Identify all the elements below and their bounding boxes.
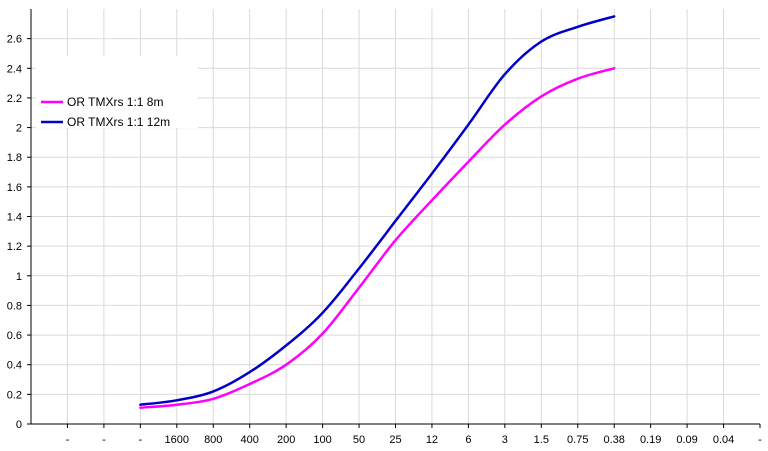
x-tick-label: -: [102, 434, 106, 446]
x-tick-label: 0.75: [567, 434, 588, 446]
x-tick-label: -: [66, 434, 70, 446]
x-tick-label: 800: [204, 434, 222, 446]
x-tick-labels: - - - 1600 800 400 200 100 50 25 12 6 3 1.5 0.75 0.38 0.…: [66, 424, 762, 446]
x-tick-label: 0.09: [676, 434, 697, 446]
y-tick-label: 1.2: [7, 241, 22, 253]
x-tick-label: 12: [426, 434, 438, 446]
y-tick-label: 1: [16, 271, 22, 283]
x-tick-label: 3: [502, 434, 508, 446]
y-tick-label: 1.8: [7, 152, 22, 164]
legend-label-series-2: OR TMXrs 1:1 12m: [67, 115, 170, 129]
grid-lines: [31, 9, 760, 424]
y-tick-label: 0.8: [7, 300, 22, 312]
x-tick-label: -: [139, 434, 143, 446]
series-line-2: [139, 15, 616, 406]
x-tick-label: 1600: [165, 434, 189, 446]
x-tick-label: 0.04: [713, 434, 734, 446]
series-line-1: [139, 67, 616, 409]
x-tick-label: 6: [465, 434, 471, 446]
y-tick-label: 0.4: [7, 360, 22, 372]
x-tick-label: 0.19: [640, 434, 661, 446]
y-tick-label: 2.4: [7, 63, 22, 75]
x-tick-label: 50: [353, 434, 365, 446]
y-tick-label: 1.6: [7, 182, 22, 194]
y-tick-label: 1.4: [7, 212, 22, 224]
y-tick-label: 0.6: [7, 330, 22, 342]
x-tick-label: 200: [277, 434, 295, 446]
y-tick-labels: 0 0.2 0.4 0.6 0.8 1 1.2 1.4 1.6 1.8 2 2.2 2.4 2.6: [7, 34, 31, 431]
x-tick-label: 400: [241, 434, 259, 446]
x-tick-label: 100: [313, 434, 331, 446]
legend: OR TMXrs 1:1 8m OR TMXrs 1:1 12m: [36, 56, 198, 129]
y-tick-label: 2.6: [7, 34, 22, 46]
legend-label-series-1: OR TMXrs 1:1 8m: [67, 95, 163, 109]
y-tick-label: 2.2: [7, 93, 22, 105]
y-tick-label: 2: [16, 123, 22, 135]
series-lines: [139, 15, 616, 409]
x-tick-label: -: [758, 434, 762, 446]
x-tick-label: 1.5: [534, 434, 549, 446]
y-tick-label: 0.2: [7, 389, 22, 401]
legend-background: [36, 56, 198, 128]
x-tick-label: 0.38: [603, 434, 624, 446]
x-tick-label: 25: [389, 434, 401, 446]
y-tick-label: 0: [16, 419, 22, 431]
